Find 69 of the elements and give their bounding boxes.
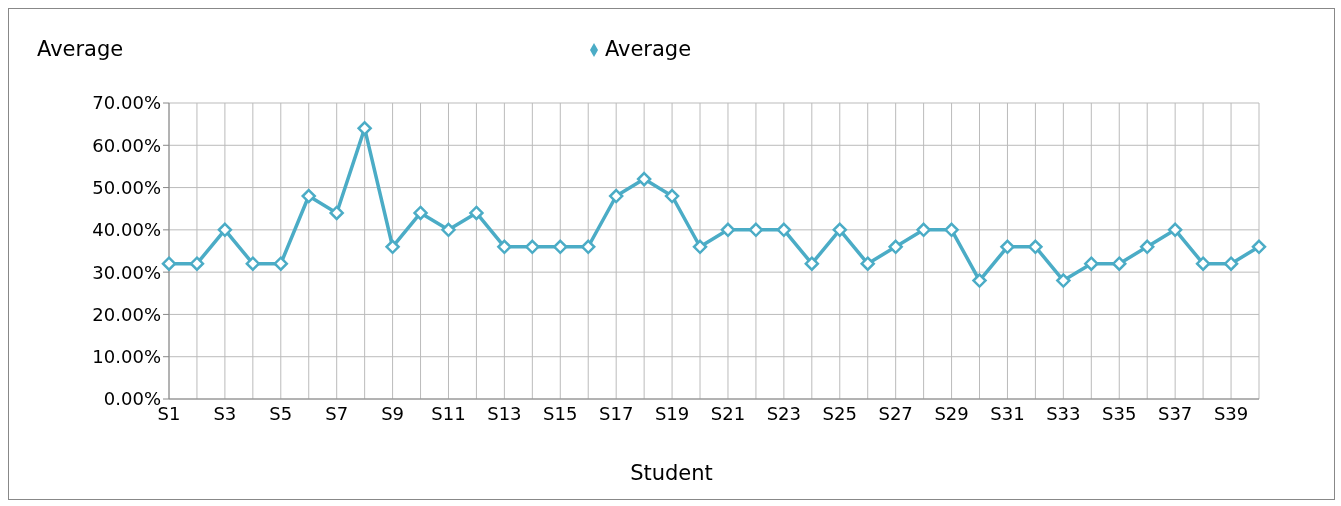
point	[357, 121, 372, 136]
point	[329, 205, 344, 221]
point	[860, 256, 875, 271]
point	[664, 188, 680, 204]
x-tick-label: S9	[381, 402, 405, 424]
point	[916, 222, 931, 238]
point	[776, 222, 792, 238]
y-tick-label: 20.00%	[92, 303, 161, 325]
point	[1139, 239, 1155, 255]
point	[972, 273, 987, 288]
x-tick-label: S33	[1046, 402, 1081, 424]
point	[832, 222, 848, 238]
point	[636, 171, 652, 187]
point	[273, 256, 289, 271]
legend-label: Average	[604, 37, 692, 61]
x-tick-label: S13	[487, 402, 522, 424]
point	[497, 239, 512, 255]
point	[1112, 256, 1127, 271]
point	[413, 205, 428, 221]
point	[1251, 239, 1267, 255]
x-tick-label: S23	[766, 402, 802, 424]
y-tick-label: 60.00%	[92, 134, 161, 156]
x-tick-label: S29	[934, 402, 969, 424]
x-tick-label: S31	[990, 402, 1025, 424]
point	[553, 239, 568, 255]
x-tick-label: S39	[1213, 402, 1249, 424]
point	[692, 239, 708, 255]
x-tick-label: S35	[1102, 402, 1137, 424]
y-axis-title: Average	[37, 37, 124, 61]
x-tick-label: S11	[431, 402, 466, 424]
point	[748, 222, 764, 238]
x-tick-label: S17	[599, 402, 634, 424]
x-tick-label: S37	[1157, 402, 1193, 424]
x-tick-label: S3	[213, 402, 237, 424]
point	[580, 239, 596, 255]
x-tick-label: S15	[543, 402, 578, 424]
point	[1056, 273, 1071, 288]
point	[888, 239, 903, 255]
y-tick-label: 40.00%	[92, 219, 161, 241]
point	[245, 256, 261, 271]
point	[1195, 256, 1211, 271]
x-tick-label: S19	[654, 402, 690, 424]
point	[385, 239, 400, 255]
point	[608, 188, 624, 204]
point	[1000, 239, 1015, 255]
y-tick-label: 10.00%	[92, 346, 161, 368]
y-tick-label: 70.00%	[92, 92, 161, 114]
point	[804, 256, 820, 271]
point	[217, 222, 233, 238]
point	[441, 222, 456, 238]
point	[1084, 256, 1099, 271]
x-tick-label: S5	[269, 402, 293, 424]
x-axis-title: Student	[629, 461, 714, 485]
point	[301, 188, 316, 204]
y-tick-label: 50.00%	[92, 176, 161, 198]
point	[1028, 239, 1043, 255]
point	[1223, 256, 1239, 271]
point	[525, 239, 540, 255]
x-tick-label: S27	[878, 402, 913, 424]
point	[720, 222, 736, 238]
point	[189, 256, 205, 271]
y-tick-label: 30.00%	[92, 261, 161, 283]
x-tick-label: S25	[822, 402, 857, 424]
point	[944, 222, 959, 238]
x-tick-label: S7	[325, 402, 349, 424]
x-tick-label: S21	[710, 402, 746, 424]
point	[469, 205, 484, 221]
point	[1167, 222, 1183, 238]
point	[161, 256, 177, 271]
